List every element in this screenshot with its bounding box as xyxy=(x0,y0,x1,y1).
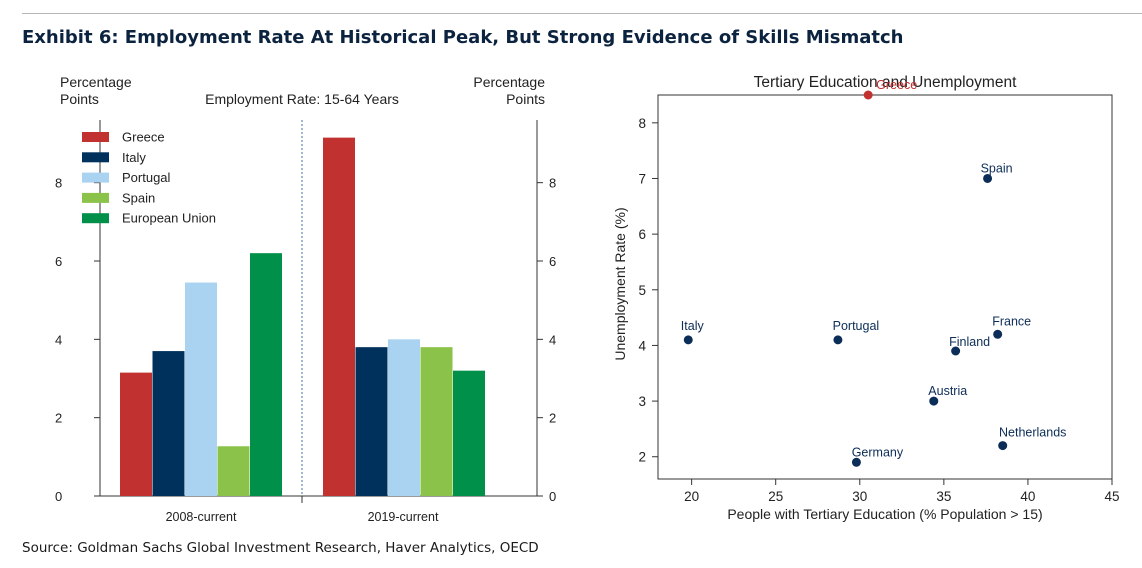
bar-chart: Percentage Points Percentage Points Empl… xyxy=(55,74,556,524)
scatter-point-label-austria: Austria xyxy=(928,384,967,398)
scatter-y-axis-label: Unemployment Rate (%) xyxy=(612,207,628,360)
scatter-y-tick-label: 8 xyxy=(638,116,646,131)
scatter-point-austria xyxy=(929,396,939,406)
scatter-point-netherlands xyxy=(998,441,1008,451)
scatter-point-finland xyxy=(951,346,961,356)
bar-y-ticks: 0 0 2 2 4 4 6 6 8 8 xyxy=(55,176,556,504)
legend-label: Spain xyxy=(122,190,155,205)
bar-category-labels: 2008-current 2019-current xyxy=(166,510,439,524)
bar-portugal xyxy=(388,339,420,496)
bar-left-unit-line2: Points xyxy=(60,91,99,107)
legend-swatch xyxy=(82,152,109,163)
bar-spain xyxy=(217,446,250,496)
scatter-y-tick-label: 3 xyxy=(638,394,646,409)
legend-label: Greece xyxy=(122,130,165,145)
scatter-x-tick-label: 30 xyxy=(852,489,867,504)
bar-european-union xyxy=(250,253,282,496)
scatter-x-axis-label: People with Tertiary Education (% Popula… xyxy=(727,506,1042,522)
scatter-y-ticks: 2 3 4 5 6 7 8 xyxy=(638,116,658,465)
bar-european-union xyxy=(453,370,485,496)
bar-left-unit-line1: Percentage xyxy=(60,74,132,90)
legend-swatch xyxy=(82,172,109,183)
bar-bars xyxy=(120,137,485,496)
scatter-y-tick-label: 7 xyxy=(638,171,646,186)
bar-chart-title: Employment Rate: 15-64 Years xyxy=(205,91,399,107)
bar-y-tick-label-right: 2 xyxy=(549,411,556,426)
legend-swatch xyxy=(82,192,109,203)
bar-greece xyxy=(120,372,152,496)
bar-greece xyxy=(323,137,355,496)
bar-y-tick-label-left: 4 xyxy=(55,332,62,347)
scatter-x-tick-label: 45 xyxy=(1104,489,1119,504)
bar-y-tick-label-right: 6 xyxy=(549,254,556,269)
scatter-x-tick-label: 20 xyxy=(684,489,699,504)
bar-y-tick-label-right: 4 xyxy=(549,332,556,347)
bar-category-label: 2008-current xyxy=(166,510,237,524)
scatter-y-tick-label: 5 xyxy=(638,283,646,298)
scatter-point-label-spain: Spain xyxy=(981,161,1013,175)
scatter-x-ticks: 20 25 30 35 40 45 xyxy=(684,479,1120,504)
scatter-point-label-france: France xyxy=(992,314,1031,328)
scatter-point-greece xyxy=(863,90,873,100)
legend-swatch xyxy=(82,132,109,142)
bar-portugal xyxy=(185,282,217,496)
scatter-point-italy xyxy=(683,335,693,345)
scatter-point-label-portugal: Portugal xyxy=(833,319,880,333)
bar-y-tick-label-right: 8 xyxy=(549,176,556,191)
legend-swatch xyxy=(82,213,109,224)
top-rule xyxy=(22,13,1142,14)
scatter-y-tick-label: 6 xyxy=(638,227,646,242)
scatter-point-france xyxy=(993,329,1003,339)
bar-y-tick-label-left: 6 xyxy=(55,254,62,269)
scatter-point-label-greece: Greece xyxy=(876,78,917,92)
bar-y-tick-label-left: 8 xyxy=(55,176,62,191)
exhibit-title: Exhibit 6: Employment Rate At Historical… xyxy=(22,27,904,48)
bar-category-label: 2019-current xyxy=(368,510,439,524)
scatter-x-tick-label: 25 xyxy=(768,489,783,504)
scatter-point-label-finland: Finland xyxy=(949,335,990,349)
scatter-point-label-netherlands: Netherlands xyxy=(999,426,1066,440)
scatter-point-germany xyxy=(851,457,861,467)
scatter-x-tick-label: 40 xyxy=(1020,489,1035,504)
scatter-chart: Tertiary Education and Unemployment Unem… xyxy=(612,74,1120,522)
scatter-point-portugal xyxy=(833,335,843,345)
bar-italy xyxy=(355,347,388,496)
scatter-y-tick-label: 4 xyxy=(638,338,646,353)
legend-label: Italy xyxy=(122,150,146,165)
bar-italy xyxy=(152,351,185,496)
legend-label: European Union xyxy=(122,211,216,226)
bar-legend: Greece Italy Portugal Spain European Union xyxy=(82,130,216,226)
bar-right-unit-line1: Percentage xyxy=(473,74,545,90)
bar-y-tick-label-right: 0 xyxy=(549,489,556,504)
bar-right-unit-line2: Points xyxy=(506,91,545,107)
legend-label: Portugal xyxy=(122,170,171,185)
bar-y-tick-label-left: 2 xyxy=(55,411,62,426)
scatter-point-spain xyxy=(983,173,993,183)
scatter-x-tick-label: 35 xyxy=(936,489,951,504)
scatter-point-label-italy: Italy xyxy=(681,319,705,333)
scatter-y-tick-label: 2 xyxy=(638,450,646,465)
scatter-point-label-germany: Germany xyxy=(852,445,904,459)
bar-spain xyxy=(420,347,453,496)
scatter-chart-title: Tertiary Education and Unemployment xyxy=(754,74,1017,91)
scatter-plot-frame xyxy=(657,94,1113,480)
source-note: Source: Goldman Sachs Global Investment … xyxy=(22,540,539,556)
bar-y-tick-label-left: 0 xyxy=(55,489,62,504)
